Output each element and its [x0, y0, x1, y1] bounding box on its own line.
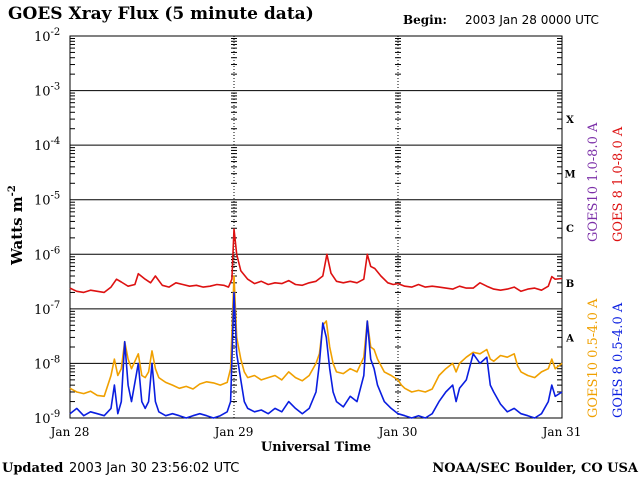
flare-class-label: A: [565, 333, 574, 344]
y-tick-label: 10-9: [34, 409, 60, 427]
x-tick-label: Jan 28: [49, 425, 90, 439]
credit-text: NOAA/SEC Boulder, CO USA: [432, 461, 638, 476]
legend-entry: GOES 8 1.0-8.0 A: [611, 126, 626, 242]
updated-timestamp: 2003 Jan 30 23:56:02 UTC: [69, 461, 240, 476]
y-tick-label: 10-6: [34, 245, 60, 263]
y-tick-label: 10-5: [34, 191, 60, 209]
flare-class-label: M: [564, 170, 575, 181]
x-tick-label: Jan 31: [541, 425, 582, 439]
legend-entry: GOES10 1.0-8.0 A: [586, 122, 601, 242]
plot-frame: [69, 35, 563, 419]
series-line: [69, 228, 563, 294]
begin-value: 2003 Jan 28 0000 UTC: [465, 13, 599, 27]
x-tick-label: Jan 29: [213, 425, 254, 439]
y-tick-label: 10-8: [34, 354, 60, 372]
series-line: [69, 291, 563, 419]
begin-label: Begin:: [403, 13, 447, 27]
legend-entry: GOES10 0.5-4.0 A: [586, 298, 601, 418]
y-tick-label: 10-3: [34, 82, 60, 100]
legend-entry: GOES 8 0.5-4.0 A: [611, 302, 626, 418]
flare-class-label: X: [566, 115, 574, 126]
y-tick-label: 10-2: [34, 27, 60, 45]
y-tick-label: 10-4: [34, 136, 60, 154]
x-axis-label: Universal Time: [261, 440, 371, 455]
series-line: [69, 275, 563, 398]
y-tick-label: 10-7: [34, 300, 60, 318]
flare-class-label: B: [566, 279, 574, 290]
updated-label: Updated: [2, 461, 64, 476]
x-tick-label: Jan 30: [377, 425, 418, 439]
flare-class-label: C: [566, 224, 574, 235]
y-axis-label: Watts m-2: [7, 185, 26, 266]
chart-title: GOES Xray Flux (5 minute data): [8, 4, 314, 24]
